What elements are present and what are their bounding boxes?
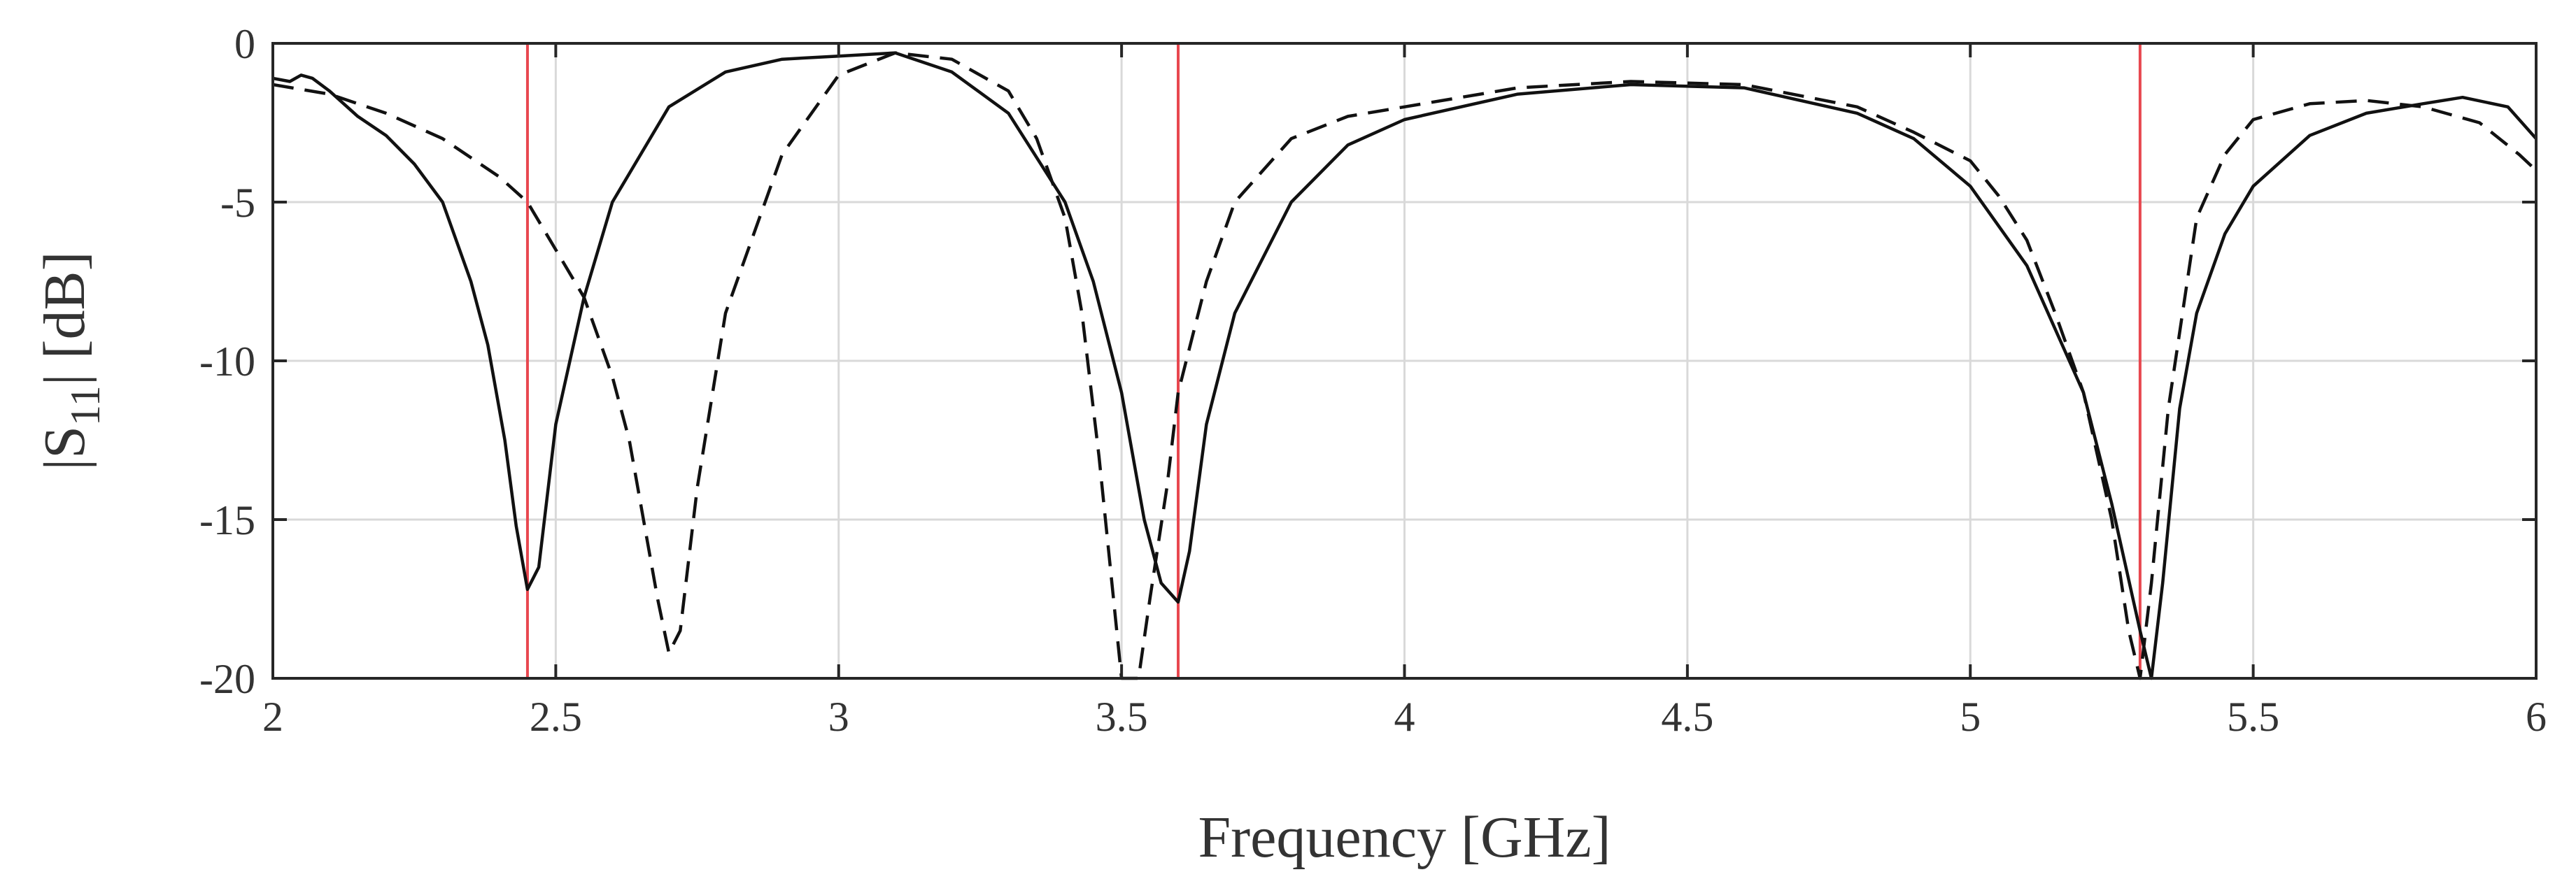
x-tick-label: 4.5 [1661, 694, 1713, 740]
y-tick-label: -20 [199, 656, 255, 702]
x-tick-label: 6 [2526, 694, 2547, 740]
y-axis-title-prefix: |S [32, 426, 97, 471]
x-tick-label: 3.5 [1096, 694, 1148, 740]
x-tick-label: 4 [1394, 694, 1415, 740]
y-tick-label: -15 [199, 497, 255, 543]
y-tick-label: -5 [220, 180, 255, 226]
y-axis-title: |S11| [dB] [32, 251, 108, 470]
y-tick-label: 0 [234, 21, 255, 67]
reference-markers [525, 43, 2142, 678]
x-axis-title: Frequency [GHz] [1198, 805, 1611, 870]
y-axis-title-suffix: | [dB] [32, 251, 97, 385]
x-tick-label: 3 [828, 694, 849, 740]
x-tick-label: 5 [1960, 694, 1981, 740]
x-tick-label: 5.5 [2227, 694, 2279, 740]
x-tick-label: 2.5 [530, 694, 582, 740]
grid [271, 42, 2538, 680]
s11-curve-dashed [273, 51, 2536, 680]
x-tick-label: 2 [262, 694, 283, 740]
y-tick-label: -10 [199, 338, 255, 385]
axis-ticks: 2 2.5 3 3.5 4 4.5 5 5.5 6 0 -5 -10 -15 -20 [199, 21, 2547, 740]
data-series [273, 51, 2536, 680]
y-axis-title-subscript: 11 [62, 385, 108, 426]
s11-curve-solid [273, 51, 2536, 680]
